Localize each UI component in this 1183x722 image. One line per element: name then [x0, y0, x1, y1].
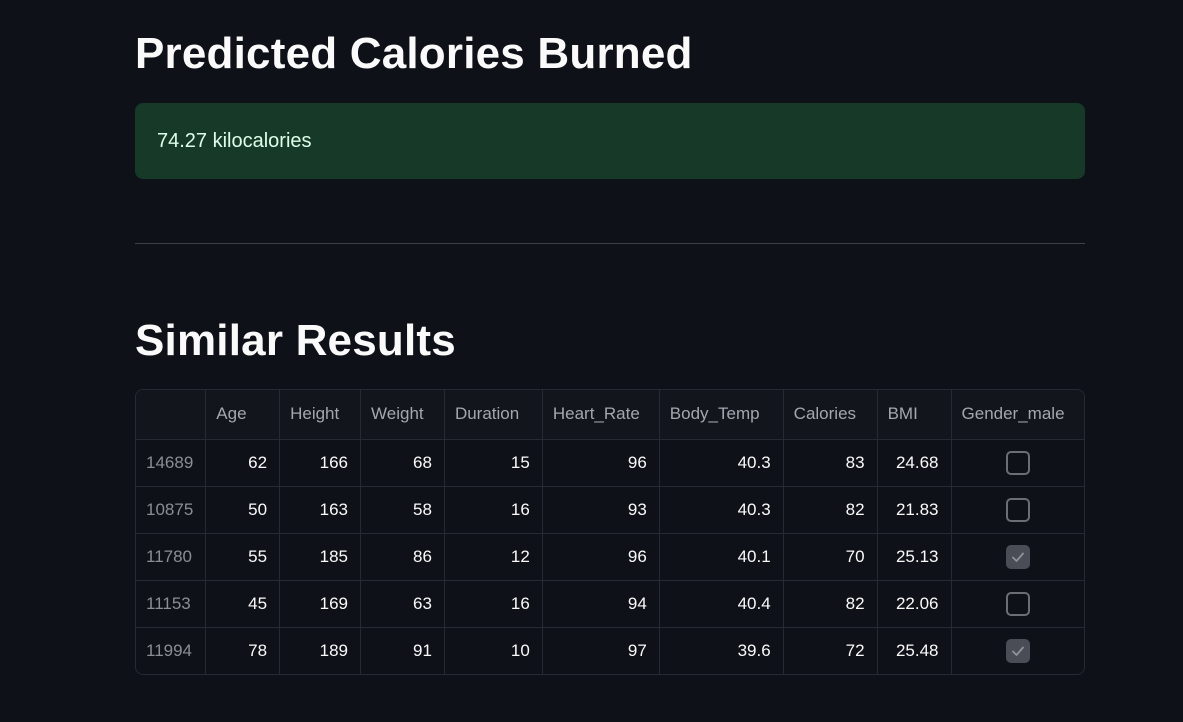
cell-duration[interactable]: 15 [444, 439, 543, 487]
cell-duration[interactable]: 10 [444, 627, 543, 674]
gender-male-checkbox[interactable] [1005, 450, 1030, 475]
column-header-bmi[interactable]: BMI [877, 390, 952, 440]
cell-heart-rate[interactable]: 97 [542, 627, 660, 674]
column-header-weight[interactable]: Weight [360, 390, 445, 440]
cell-bmi[interactable]: 22.06 [877, 580, 952, 628]
cell-body-temp[interactable]: 40.4 [659, 580, 784, 628]
cell-index[interactable]: 11153 [136, 580, 207, 628]
cell-heart-rate[interactable]: 96 [542, 533, 660, 581]
cell-age[interactable]: 45 [205, 580, 281, 628]
cell-duration[interactable]: 16 [444, 580, 543, 628]
cell-bmi[interactable]: 21.83 [877, 486, 952, 534]
cell-calories[interactable]: 82 [783, 580, 878, 628]
prediction-result-text: 74.27 kilocalories [157, 129, 312, 152]
cell-calories[interactable]: 70 [783, 533, 878, 581]
cell-gender-male[interactable] [951, 627, 1084, 674]
cell-body-temp[interactable]: 40.1 [659, 533, 784, 581]
cell-calories[interactable]: 82 [783, 486, 878, 534]
prediction-title: Predicted Calories Burned [135, 29, 693, 78]
table-row: 10875 50 163 58 16 93 40.3 82 21.83 [136, 486, 1084, 534]
cell-height[interactable]: 185 [279, 533, 362, 581]
cell-heart-rate[interactable]: 93 [542, 486, 660, 534]
cell-bmi[interactable]: 25.13 [877, 533, 952, 581]
checkmark-icon [1011, 552, 1024, 562]
cell-weight[interactable]: 68 [360, 439, 445, 487]
cell-index[interactable]: 10875 [136, 486, 207, 534]
column-header-height[interactable]: Height [279, 390, 362, 440]
cell-gender-male[interactable] [951, 580, 1084, 628]
cell-body-temp[interactable]: 40.3 [659, 439, 784, 487]
column-header-calories[interactable]: Calories [783, 390, 878, 440]
cell-index[interactable]: 14689 [136, 439, 207, 487]
cell-height[interactable]: 163 [279, 486, 362, 534]
gender-male-checkbox[interactable] [1005, 591, 1030, 616]
table-header-row: Age Height Weight Duration Heart_Rate Bo… [136, 390, 1084, 440]
cell-index[interactable]: 11780 [136, 533, 207, 581]
cell-calories[interactable]: 72 [783, 627, 878, 674]
column-header-body-temp[interactable]: Body_Temp [659, 390, 784, 440]
cell-weight[interactable]: 58 [360, 486, 445, 534]
cell-age[interactable]: 50 [205, 486, 281, 534]
gender-male-checkbox[interactable] [1005, 638, 1030, 663]
section-divider [135, 243, 1085, 244]
cell-bmi[interactable]: 24.68 [877, 439, 952, 487]
gender-male-checkbox[interactable] [1005, 544, 1030, 569]
similar-results-title: Similar Results [135, 316, 456, 365]
column-header-duration[interactable]: Duration [444, 390, 543, 440]
cell-heart-rate[interactable]: 96 [542, 439, 660, 487]
cell-gender-male[interactable] [951, 439, 1084, 487]
cell-gender-male[interactable] [951, 533, 1084, 581]
cell-age[interactable]: 62 [205, 439, 281, 487]
table-row: 11780 55 185 86 12 96 40.1 70 25.13 [136, 533, 1084, 581]
table-row: 11153 45 169 63 16 94 40.4 82 22.06 [136, 580, 1084, 628]
gender-male-checkbox[interactable] [1005, 497, 1030, 522]
cell-height[interactable]: 166 [279, 439, 362, 487]
column-header-heart-rate[interactable]: Heart_Rate [542, 390, 660, 440]
cell-age[interactable]: 55 [205, 533, 281, 581]
cell-duration[interactable]: 12 [444, 533, 543, 581]
cell-weight[interactable]: 63 [360, 580, 445, 628]
table-row: 11994 78 189 91 10 97 39.6 72 25.48 [136, 627, 1084, 674]
cell-index[interactable]: 11994 [136, 627, 207, 674]
cell-calories[interactable]: 83 [783, 439, 878, 487]
prediction-result-alert: 74.27 kilocalories [135, 103, 1085, 179]
cell-age[interactable]: 78 [205, 627, 281, 674]
cell-height[interactable]: 189 [279, 627, 362, 674]
column-header-gender-male[interactable]: Gender_male [951, 390, 1084, 440]
cell-height[interactable]: 169 [279, 580, 362, 628]
checkmark-icon [1011, 646, 1024, 656]
column-header-age[interactable]: Age [205, 390, 281, 440]
cell-bmi[interactable]: 25.48 [877, 627, 952, 674]
column-header-index[interactable] [136, 390, 207, 440]
similar-results-table[interactable]: Age Height Weight Duration Heart_Rate Bo… [135, 389, 1085, 675]
cell-body-temp[interactable]: 40.3 [659, 486, 784, 534]
cell-gender-male[interactable] [951, 486, 1084, 534]
table-row: 14689 62 166 68 15 96 40.3 83 24.68 [136, 439, 1084, 487]
cell-weight[interactable]: 86 [360, 533, 445, 581]
cell-duration[interactable]: 16 [444, 486, 543, 534]
cell-heart-rate[interactable]: 94 [542, 580, 660, 628]
cell-weight[interactable]: 91 [360, 627, 445, 674]
cell-body-temp[interactable]: 39.6 [659, 627, 784, 674]
